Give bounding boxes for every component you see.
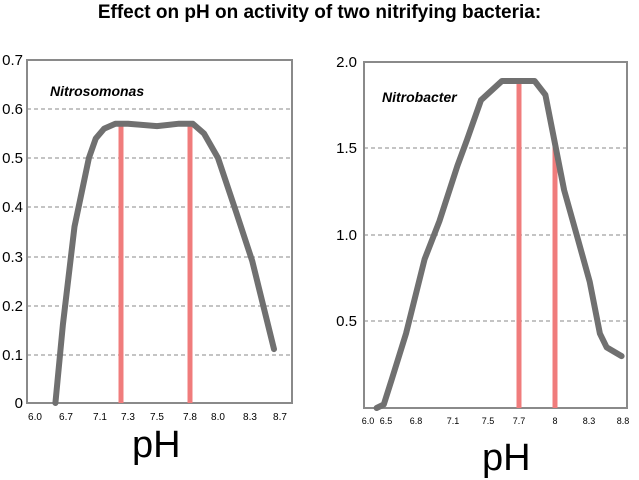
x-tick-label: 7.8 [183,412,197,423]
series-label: Nitrobacter [382,89,458,105]
x-tick-label: 6.8 [410,416,423,426]
x-axis-label-nitrobacter: pH [482,437,531,479]
x-tick-label: 8.8 [617,416,630,426]
plot-frame [363,61,628,409]
y-tick-label: 0.1 [2,347,23,364]
y-tick-label: 0.7 [2,52,23,69]
x-tick-label: 7.3 [121,412,135,423]
y-tick-label: 1.5 [336,140,357,157]
y-tick-label: 1.0 [336,227,357,244]
series-label: Nitrosomonas [50,83,144,99]
series-line [52,120,277,406]
y-tick-label: 0.5 [336,313,357,330]
x-tick-label: 8 [552,416,557,426]
y-tick-label: 0.2 [2,298,23,315]
x-axis-label-nitrosomonas: pH [132,424,181,466]
x-tick-label: 7.5 [482,416,495,426]
x-tick-label: 7.5 [150,412,164,423]
x-tick-label: 7.1 [447,416,460,426]
x-tick-label: 6.7 [59,412,73,423]
x-tick-label: 8.3 [243,412,257,423]
y-tick-label: 2.0 [336,54,357,71]
x-tick-label: 6.5 [380,416,393,426]
y-tick-label: 0.6 [2,101,23,118]
x-tick-label: 8.0 [211,412,225,423]
y-tick-label: 0.4 [2,199,23,216]
y-tick-label: 0 [15,395,23,412]
y-tick-label: 0.3 [2,249,23,266]
nitrobacter-chart: 0.5 1.0 1.5 2.0 6.0 6.5 6.8 7.1 7.5 7.7 8 8.3 8.8 Nit… [336,54,629,426]
series-line [373,78,625,411]
x-tick-label: 6.0 [362,416,375,426]
chart-title: Effect on pH on activity of two nitrifyi… [97,2,542,23]
x-tick-label: 7.1 [93,412,107,423]
y-tick-label: 0.5 [2,150,23,167]
plot-frame [26,59,293,404]
x-tick-label: 8.7 [273,412,287,423]
x-tick-label: 7.7 [513,416,526,426]
nitrosomonas-chart: 0 0.1 0.2 0.3 0.4 0.5 0.6 0.7 6.0 6.7 7.1 7.3 7.5 7.8… [2,52,293,423]
x-tick-label: 6.0 [28,412,42,423]
x-tick-label: 8.3 [583,416,596,426]
